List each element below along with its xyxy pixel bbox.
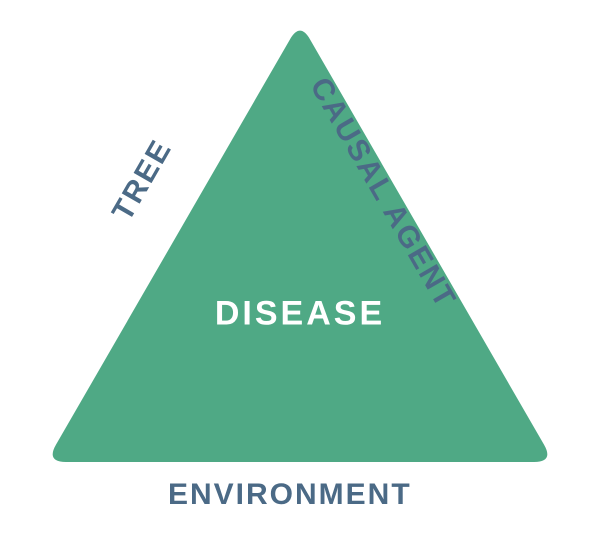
triangle-shape: [0, 0, 600, 542]
edge-label-bottom: ENVIRONMENT: [168, 478, 412, 512]
center-label: DISEASE: [215, 295, 385, 334]
disease-triangle-diagram: TREE CAUSAL AGENT ENVIRONMENT DISEASE: [0, 0, 600, 542]
